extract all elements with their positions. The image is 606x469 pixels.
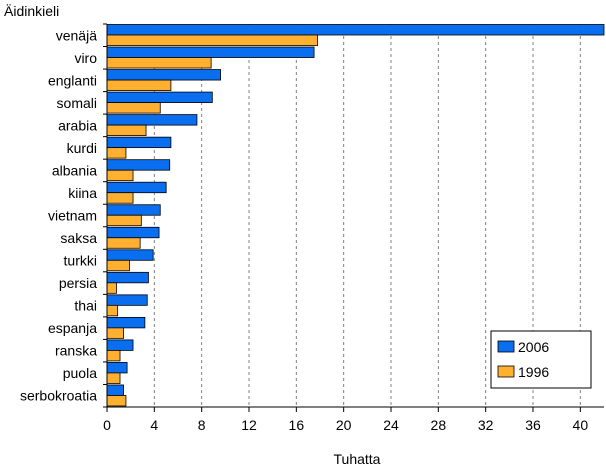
category-label: kiina — [68, 185, 97, 201]
bars — [106, 24, 605, 407]
legend-label-1996: 1996 — [518, 364, 549, 380]
bar-2006-6 — [106, 159, 171, 171]
legend-swatch-2006 — [497, 340, 515, 353]
bar-2006-5 — [106, 136, 172, 149]
category-label: albania — [52, 162, 97, 178]
bar-2006-4 — [106, 114, 198, 126]
category-label: englanti — [48, 72, 97, 88]
category-label: venäjä — [56, 27, 97, 43]
x-tick-labels: 0 4 8 12 16 20 24 28 32 36 40 — [103, 417, 588, 433]
bar-2006-3 — [106, 91, 213, 103]
bar-1996-10 — [106, 259, 130, 272]
axes — [103, 23, 604, 412]
bar-2006-11 — [106, 271, 149, 284]
bar-1996-6 — [106, 169, 134, 182]
category-label: serbokroatia — [20, 388, 97, 404]
bar-2006-10 — [106, 249, 154, 261]
bar-2006-2 — [106, 69, 221, 81]
category-label: somali — [57, 95, 97, 111]
bar-1996-15 — [106, 372, 121, 384]
category-label: kurdi — [67, 140, 97, 156]
x-tick-label: 32 — [478, 417, 494, 433]
bar-1996-1 — [106, 57, 212, 69]
category-label: viro — [74, 50, 97, 66]
legend-label-2006: 2006 — [518, 339, 549, 355]
bar-1996-4 — [106, 124, 147, 137]
x-tick-label: 4 — [150, 417, 158, 433]
x-tick-label: 36 — [525, 417, 541, 433]
bar-1996-14 — [106, 350, 121, 362]
x-tick-label: 40 — [573, 417, 589, 433]
bar-2006-1 — [106, 46, 315, 58]
category-label: ranska — [55, 343, 97, 359]
category-label: puola — [63, 365, 97, 381]
bar-2006-15 — [106, 362, 128, 374]
bar-2006-14 — [106, 339, 134, 351]
category-label: persia — [59, 275, 97, 291]
bar-2006-16 — [106, 384, 124, 396]
bar-1996-11 — [106, 282, 117, 294]
x-tick-label: 12 — [241, 417, 257, 433]
x-tick-label: 8 — [198, 417, 206, 433]
chart-title: Äidinkieli — [4, 3, 59, 19]
bar-2006-12 — [106, 294, 148, 306]
bar-1996-12 — [106, 304, 119, 317]
x-axis-label: Tuhatta — [334, 451, 381, 467]
bar-1996-7 — [106, 192, 134, 204]
bar-1996-16 — [106, 395, 127, 407]
legend: 2006 1996 — [490, 330, 592, 389]
bar-2006-7 — [106, 181, 167, 194]
x-tick-label: 24 — [383, 417, 399, 433]
category-labels: venäjä viro englanti somali arabia kurdi alban… — [20, 27, 97, 403]
bar-1996-3 — [106, 102, 161, 114]
bar-2006-8 — [106, 204, 161, 216]
category-label: turkki — [64, 253, 97, 269]
legend-swatch-1996 — [497, 365, 515, 378]
legend-box — [490, 330, 592, 389]
x-tick-label: 20 — [336, 417, 352, 433]
bar-1996-9 — [106, 237, 141, 249]
x-tick-label: 0 — [103, 417, 111, 433]
bar-2006-9 — [106, 226, 160, 239]
bar-1996-2 — [106, 79, 172, 91]
category-label: espanja — [48, 320, 97, 336]
category-label: saksa — [60, 230, 97, 246]
bar-2006-0 — [106, 24, 605, 36]
bar-1996-13 — [106, 327, 124, 339]
x-tick-label: 16 — [289, 417, 305, 433]
bar-2006-13 — [106, 316, 146, 329]
bar-1996-8 — [106, 214, 142, 227]
bar-1996-5 — [106, 147, 127, 159]
category-label: thai — [74, 298, 97, 314]
category-label: vietnam — [48, 208, 97, 224]
bar-1996-0 — [106, 34, 319, 46]
x-tick-label: 28 — [431, 417, 447, 433]
category-label: arabia — [58, 117, 97, 133]
